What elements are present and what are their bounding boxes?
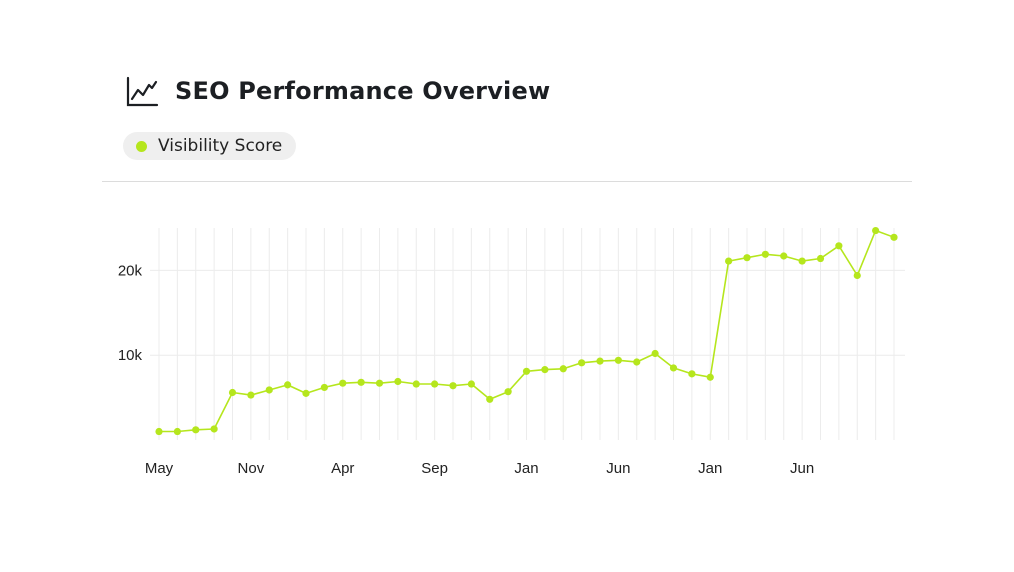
data-point [816,254,825,263]
data-point [467,380,475,388]
data-point [743,254,751,262]
data-point [725,257,733,265]
y-tick-label: 10k [118,347,143,364]
data-point [890,233,898,241]
data-point [339,379,347,387]
data-point [633,358,641,366]
data-point [431,380,439,388]
legend-item-visibility-score[interactable]: Visibility Score [123,132,297,160]
data-point [559,365,567,373]
x-tick-label: Nov [238,460,265,477]
data-point [412,380,420,388]
data-point [541,366,549,374]
x-tick-label: Apr [331,460,354,477]
data-point [669,364,678,372]
data-point [449,382,457,390]
data-point [872,226,880,235]
data-point [853,271,861,280]
data-point [357,378,365,386]
data-point [522,367,531,375]
x-tick-label: Jan [698,460,722,477]
x-tick-label: Jun [790,460,814,477]
data-point [651,349,659,358]
data-point [504,388,512,396]
x-tick-label: Jun [606,460,630,477]
legend-color-dot [136,140,147,152]
grid-lines [150,228,905,440]
data-point [228,388,237,397]
data-point [486,395,494,403]
y-tick-label: 20k [118,262,143,279]
data-point [192,426,200,434]
x-tick-label: Sep [421,460,448,477]
data-point [375,379,384,387]
chart-header: SEO Performance Overview [125,74,550,108]
data-point [835,242,843,250]
chart-title: SEO Performance Overview [175,77,551,105]
data-point [780,252,788,260]
data-point [210,425,218,433]
data-point [320,383,328,392]
data-points [155,226,898,436]
data-point [578,359,586,367]
data-point [761,250,769,258]
data-point [284,381,292,389]
data-point [302,389,310,397]
header-divider [102,181,912,182]
x-tick-label: May [145,460,174,477]
data-point [688,370,696,378]
line-chart-icon [125,74,159,108]
data-point [394,377,402,386]
data-point [265,386,273,394]
x-tick-label: Jan [514,460,538,477]
data-point [614,356,622,364]
data-point [596,357,604,365]
data-point [247,391,255,399]
data-point [798,257,806,265]
legend-label: Visibility Score [158,136,283,156]
data-point [155,427,163,436]
data-point [706,373,714,381]
data-point [173,427,181,436]
